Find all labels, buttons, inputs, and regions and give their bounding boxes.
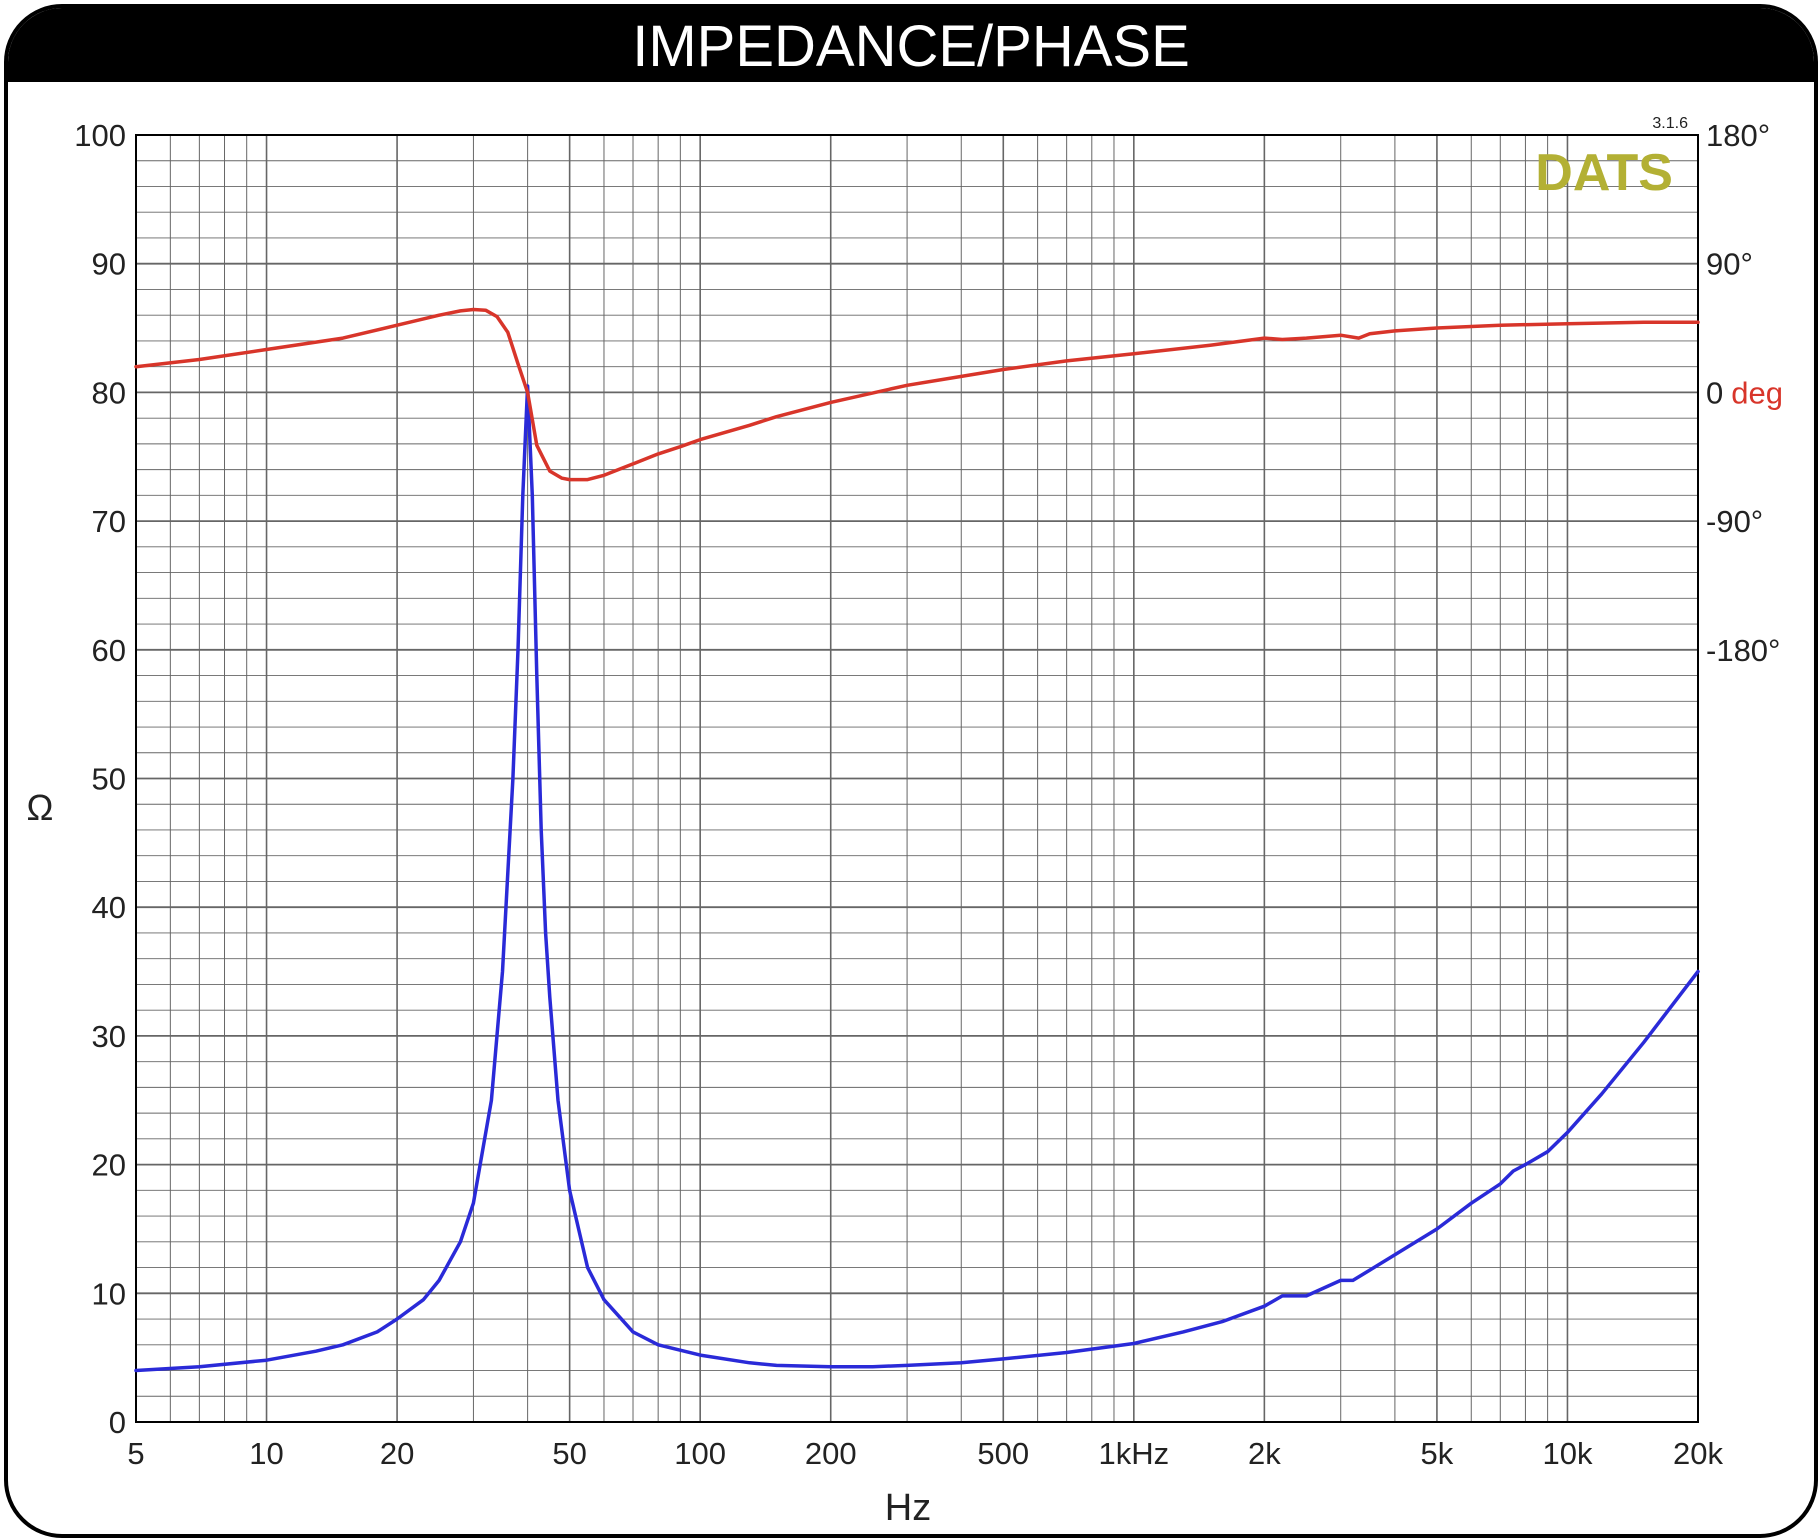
phase-series-line (134, 307, 1700, 482)
y2-tick-label: -180° (1706, 633, 1780, 668)
x-tick-label: 50 (552, 1436, 586, 1471)
impedance-series-line (134, 384, 1700, 1373)
x-tick-label: 500 (977, 1436, 1029, 1471)
y2-tick-labels: 180° 90° 0 deg -90° -180° (1706, 118, 1783, 668)
x-tick-label: 5k (1421, 1436, 1454, 1471)
x-tick-label: 1kHz (1099, 1436, 1170, 1471)
x-axis-label: Hz (885, 1487, 931, 1529)
y2-tick-label: -90° (1706, 504, 1763, 539)
y-tick-label: 40 (92, 890, 126, 925)
y-tick-label: 100 (74, 118, 126, 153)
y-tick-label: 60 (92, 633, 126, 668)
x-tick-label: 10 (249, 1436, 283, 1471)
x-tick-label: 5 (127, 1436, 144, 1471)
x-tick-label: 20 (380, 1436, 414, 1471)
y-tick-label: 70 (92, 504, 126, 539)
y-tick-label: 90 (92, 247, 126, 282)
chart-title: IMPEDANCE/PHASE (8, 8, 1814, 82)
y-tick-label: 50 (92, 762, 126, 797)
y-tick-label: 80 (92, 375, 126, 410)
y-axis-label: Ω (27, 787, 54, 828)
x-tick-label: 100 (674, 1436, 726, 1471)
y-tick-label: 10 (92, 1276, 126, 1311)
x-tick-labels: 5 10 20 50 100 200 500 1kHz 2k 5k 10k 20k (127, 1436, 1723, 1471)
y-tick-label: 0 (109, 1405, 126, 1440)
y-tick-label: 30 (92, 1019, 126, 1054)
y2-tick-label: 90° (1706, 247, 1753, 282)
x-tick-label: 200 (805, 1436, 857, 1471)
chart-frame: IMPEDANCE/PHASE (4, 4, 1818, 1538)
x-tick-label: 10k (1542, 1436, 1592, 1471)
x-tick-label: 2k (1248, 1436, 1281, 1471)
y2-tick-label: 180° (1706, 118, 1770, 153)
y-tick-labels: 0 10 20 30 40 50 60 70 80 90 100 (74, 118, 126, 1440)
y-tick-label: 20 (92, 1148, 126, 1183)
series-group (134, 307, 1700, 1373)
y2-tick-label: 0 deg (1706, 375, 1783, 410)
dats-logo: DATS (1535, 144, 1673, 202)
logo-version: 3.1.6 (1652, 115, 1688, 132)
y2-tick-unit: deg (1731, 375, 1783, 410)
x-tick-label: 20k (1673, 1436, 1723, 1471)
plot-border (135, 134, 1699, 1423)
